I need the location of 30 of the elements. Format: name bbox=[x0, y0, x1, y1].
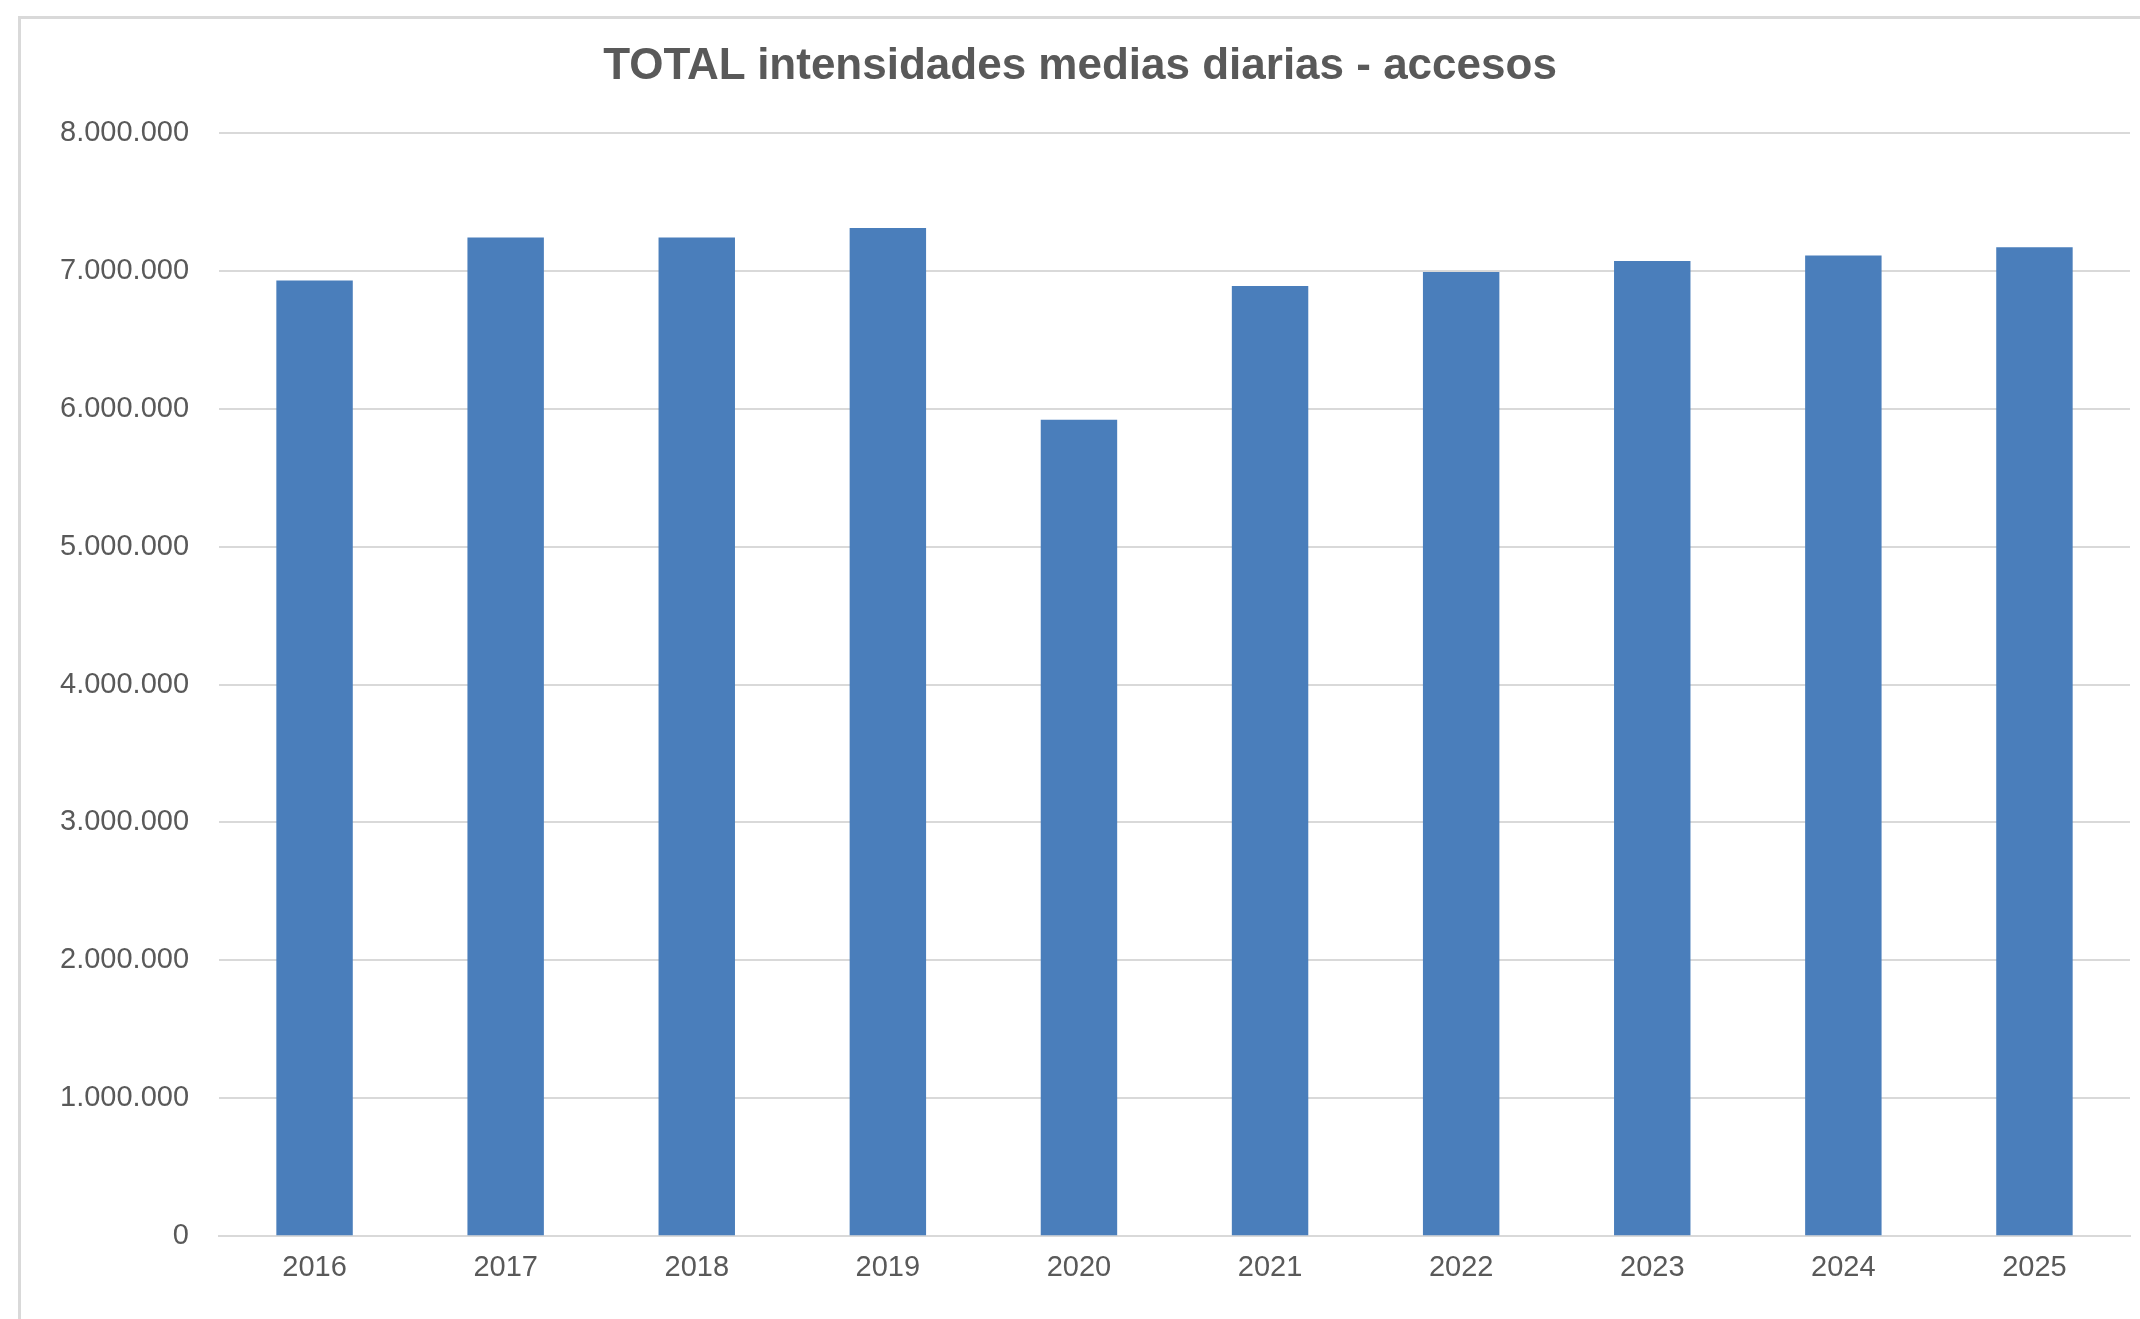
y-tick-label: 6.000.000 bbox=[60, 390, 190, 423]
bar bbox=[1996, 247, 2073, 1236]
x-tick-label: 2018 bbox=[664, 1249, 730, 1282]
bar bbox=[1614, 261, 1691, 1236]
bar bbox=[1040, 419, 1118, 1236]
bar bbox=[849, 227, 927, 1236]
x-tick-label: 2016 bbox=[282, 1249, 347, 1282]
x-tick-label: 2019 bbox=[855, 1249, 921, 1282]
bar bbox=[1805, 255, 1882, 1236]
x-tick-label: 2021 bbox=[1237, 1249, 1303, 1282]
bar bbox=[276, 280, 353, 1236]
y-tick-label: 3.000.000 bbox=[60, 804, 190, 837]
bar bbox=[658, 237, 735, 1236]
y-tick-label: 4.000.000 bbox=[60, 666, 190, 699]
bar bbox=[1231, 285, 1309, 1236]
x-tick-label: 2017 bbox=[473, 1249, 538, 1282]
bar bbox=[1422, 272, 1500, 1236]
y-tick-label: 2.000.000 bbox=[60, 942, 190, 975]
x-tick-label: 2023 bbox=[1620, 1249, 1685, 1282]
x-tick-label: 2022 bbox=[1428, 1249, 1494, 1282]
chart-title: TOTAL intensidades medias diarias - accesos bbox=[603, 38, 1557, 88]
y-tick-label: 8.000.000 bbox=[60, 114, 190, 147]
y-tick-label: 1.000.000 bbox=[60, 1080, 190, 1113]
bar bbox=[467, 237, 544, 1236]
x-tick-label: 2025 bbox=[2002, 1249, 2067, 1282]
x-tick-label: 2020 bbox=[1046, 1249, 1112, 1282]
x-tick-label: 2024 bbox=[1811, 1249, 1876, 1282]
y-tick-label: 7.000.000 bbox=[60, 252, 190, 285]
y-tick-label: 5.000.000 bbox=[60, 528, 190, 561]
y-tick-label: 0 bbox=[172, 1218, 190, 1251]
